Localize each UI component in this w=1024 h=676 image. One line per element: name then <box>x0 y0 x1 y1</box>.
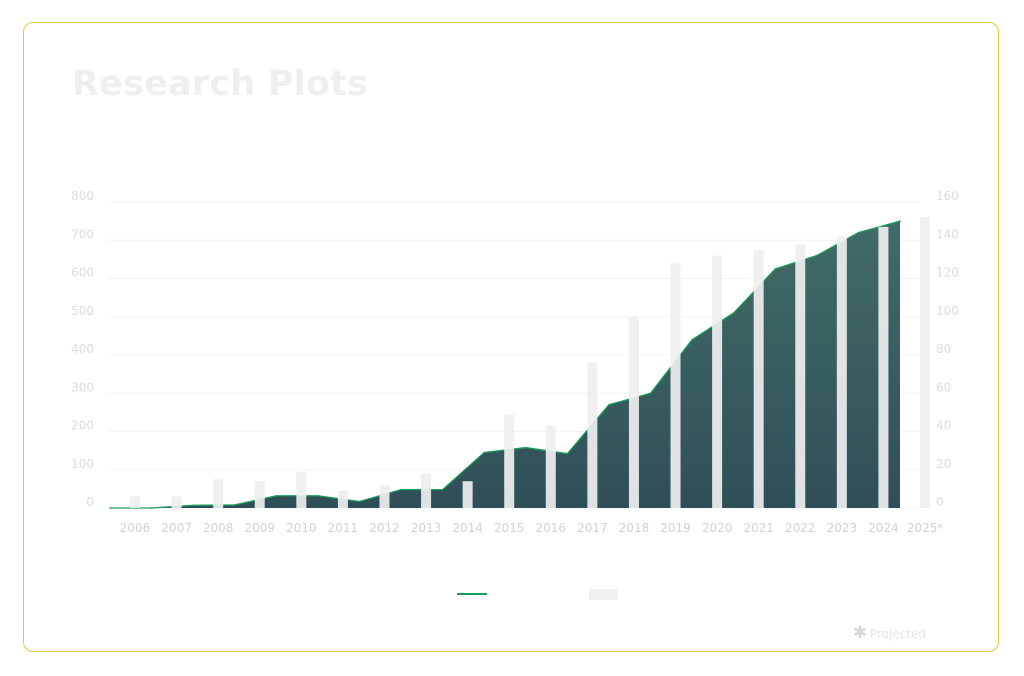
area-point <box>649 392 652 395</box>
bar <box>337 490 348 508</box>
left-tick-label: 0 <box>86 495 94 509</box>
area-point <box>275 494 278 497</box>
right-tick-label: 0 <box>936 495 944 509</box>
x-tick-label: 2017 <box>577 521 608 535</box>
area-point <box>732 312 735 314</box>
x-tick-label: 2014 <box>452 521 483 535</box>
right-tick-label: 100 <box>936 304 959 318</box>
bar <box>545 425 556 508</box>
x-tick-label: 2021 <box>743 521 774 535</box>
projected-note-label: Projected <box>869 627 926 641</box>
bar <box>379 485 390 508</box>
x-tick-label: 2009 <box>244 521 275 535</box>
bar <box>296 471 307 508</box>
right-tick-label: 140 <box>936 227 959 241</box>
x-tick-label: 2020 <box>702 521 733 535</box>
left-tick-label: 800 <box>71 189 94 203</box>
x-tick-label: 2010 <box>286 521 317 535</box>
left-tick-label: 700 <box>71 227 94 241</box>
left-tick-label: 600 <box>71 266 94 280</box>
x-tick-label: 2011 <box>328 521 359 535</box>
bar <box>878 226 889 509</box>
x-tick-label: 2007 <box>161 521 192 535</box>
area-point <box>691 338 693 341</box>
bar <box>795 244 806 508</box>
area-point <box>608 403 610 406</box>
x-tick-label: 2019 <box>660 521 691 535</box>
right-tick-label: 120 <box>936 266 959 280</box>
right-tick-label: 160 <box>936 189 959 203</box>
area-point <box>774 268 777 270</box>
x-tick-label: 2023 <box>827 521 858 535</box>
bar <box>171 496 182 508</box>
x-tick-label: 2012 <box>369 521 400 535</box>
bar <box>920 217 930 509</box>
bar <box>421 473 432 508</box>
area-point <box>566 452 569 455</box>
x-tick-label: 2006 <box>120 521 151 535</box>
projected-note: ✱ Projected <box>853 623 926 643</box>
left-tick-label: 400 <box>71 342 94 356</box>
x-tick-label: 2008 <box>203 521 234 535</box>
area-fill <box>110 221 900 508</box>
area-point <box>358 500 361 503</box>
bar <box>712 255 723 508</box>
bar <box>130 496 140 508</box>
bar <box>753 249 764 508</box>
x-tick-label: 2022 <box>785 521 816 535</box>
x-tick-label: 2024 <box>868 521 899 535</box>
right-axis: 0 20 40 60 80 100 120 140 160 <box>936 189 959 509</box>
bar <box>213 479 224 508</box>
right-tick-label: 80 <box>936 342 951 356</box>
bar <box>587 362 598 508</box>
left-tick-label: 300 <box>71 380 94 394</box>
area-point <box>899 220 901 222</box>
x-tick-label: 2013 <box>411 521 442 535</box>
left-tick-label: 500 <box>71 304 94 318</box>
bar <box>504 414 515 508</box>
area-point <box>816 254 818 257</box>
left-tick-label: 100 <box>71 457 94 471</box>
x-tick-label: 2018 <box>619 521 650 535</box>
page-title: Research Plots <box>72 64 369 104</box>
bar <box>462 481 473 508</box>
area-point <box>524 446 527 449</box>
bar <box>836 236 847 509</box>
bar-series <box>130 217 930 509</box>
x-tick-label: 2025* <box>907 521 944 535</box>
area-point <box>400 488 402 491</box>
area-point <box>857 231 860 234</box>
area-point <box>483 451 486 454</box>
x-tick-label: 2015 <box>494 521 525 535</box>
area-point <box>441 488 444 491</box>
legend-bar-swatch <box>589 589 618 600</box>
asterisk-icon: ✱ <box>852 623 867 643</box>
area-point <box>192 504 194 507</box>
area-point <box>233 504 236 506</box>
bar <box>254 481 265 508</box>
x-axis: 2006 2007 2008 2009 2010 2011 2012 2013 2014 2015… <box>120 521 944 535</box>
bar <box>628 316 639 508</box>
area-point <box>317 494 319 497</box>
area-point <box>150 507 153 509</box>
right-tick-label: 20 <box>936 457 951 471</box>
right-tick-label: 40 <box>936 419 951 433</box>
bar <box>670 263 681 508</box>
right-tick-label: 60 <box>936 380 951 394</box>
left-axis: 0 100 200 300 400 500 600 700 800 <box>71 189 94 509</box>
area-point <box>109 507 111 509</box>
left-tick-label: 200 <box>71 419 94 433</box>
x-tick-label: 2016 <box>536 521 567 535</box>
legend <box>457 589 618 600</box>
